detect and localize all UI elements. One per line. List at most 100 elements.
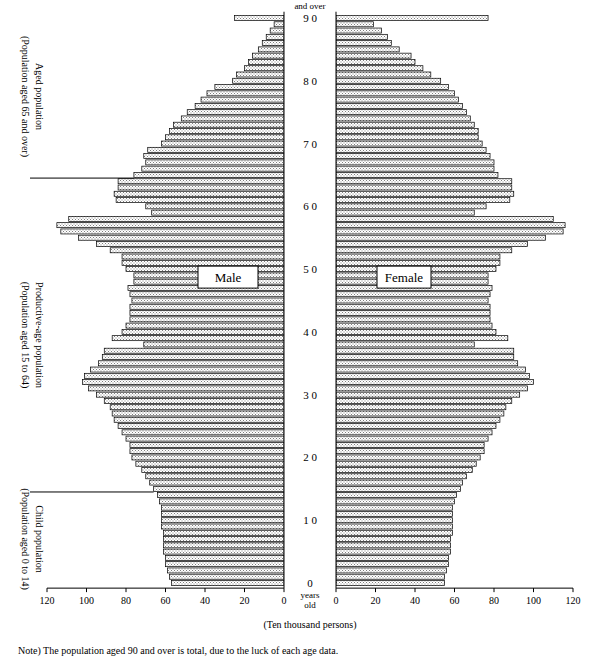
group-divider	[30, 491, 154, 492]
group-sublabel: (Population aged 65 and over)	[19, 36, 31, 157]
bar	[152, 210, 284, 215]
x-tick-label: 40	[200, 595, 210, 606]
bar	[336, 562, 449, 567]
bar	[134, 172, 284, 177]
x-tick-label: 80	[489, 595, 499, 606]
age-tick-label: 6 0	[303, 200, 317, 212]
bar	[148, 147, 284, 152]
bar	[112, 336, 284, 341]
bar	[336, 34, 387, 39]
bar	[169, 574, 284, 579]
bar	[336, 85, 449, 90]
legend-label: Female	[385, 270, 423, 285]
x-tick	[375, 588, 376, 592]
age-tick-label: 7 0	[303, 138, 317, 150]
bar	[274, 22, 284, 27]
bar	[96, 392, 284, 397]
bar	[122, 430, 284, 435]
bar	[336, 122, 474, 127]
x-tick-label: 20	[240, 595, 250, 606]
bar	[118, 185, 284, 190]
x-tick-label: 60	[450, 595, 460, 606]
bar	[336, 499, 455, 504]
zero-axis-line	[336, 12, 337, 588]
bar	[90, 367, 284, 372]
bar	[166, 555, 285, 560]
x-tick-label: 0	[282, 595, 287, 606]
bar	[150, 480, 284, 485]
group-label: Productive-age population	[34, 282, 45, 388]
x-tick	[336, 588, 337, 592]
bar	[258, 47, 284, 52]
group-divider	[30, 178, 134, 179]
bar	[160, 499, 284, 504]
series-name-box	[198, 266, 258, 288]
group-label: Child population	[34, 505, 45, 573]
bar	[336, 41, 391, 46]
bar	[164, 543, 284, 548]
bar	[173, 122, 284, 127]
bar	[122, 329, 284, 334]
bar	[336, 185, 512, 190]
bar	[110, 405, 284, 410]
bar	[158, 493, 284, 498]
x-tick-label: 80	[121, 595, 131, 606]
bar	[336, 103, 462, 108]
bar	[122, 254, 284, 259]
bar	[162, 511, 284, 516]
bar	[336, 116, 470, 121]
bar	[336, 449, 484, 454]
x-tick	[494, 588, 495, 592]
bar	[142, 166, 284, 171]
bar	[336, 354, 514, 359]
bar	[146, 160, 284, 165]
x-tick	[284, 588, 285, 592]
bar	[336, 537, 451, 542]
bar	[248, 59, 284, 64]
bar	[69, 216, 284, 221]
bar	[336, 166, 494, 171]
bar	[132, 298, 284, 303]
bar	[187, 110, 284, 115]
bar	[181, 116, 284, 121]
bar	[336, 97, 458, 102]
bar	[336, 398, 512, 403]
x-tick	[126, 588, 127, 592]
bar	[336, 91, 455, 96]
bar	[336, 392, 520, 397]
series-name-box	[377, 266, 431, 288]
age-tick-label: 1 0	[303, 514, 317, 526]
x-tick-label: 40	[410, 595, 420, 606]
age-tick-label: 2 0	[303, 451, 317, 463]
bar	[102, 354, 284, 359]
bar	[336, 361, 518, 366]
bar	[164, 549, 284, 554]
bar	[130, 449, 284, 454]
bar	[336, 455, 480, 460]
x-tick	[165, 588, 166, 592]
bar	[132, 455, 284, 460]
bar	[336, 191, 514, 196]
x-tick-label: 60	[161, 595, 171, 606]
bar	[336, 405, 506, 410]
bar	[207, 91, 284, 96]
bar	[336, 317, 490, 322]
bar	[336, 467, 472, 472]
bar	[336, 223, 565, 228]
bar	[336, 216, 553, 221]
bar	[336, 530, 453, 535]
bar	[336, 430, 492, 435]
age-tick-label: 8 0	[303, 75, 317, 87]
bar	[336, 254, 500, 259]
bar	[336, 574, 445, 579]
group-extent	[30, 181, 31, 489]
bar	[142, 467, 284, 472]
bar	[336, 47, 399, 52]
bar	[336, 204, 486, 209]
bar	[336, 141, 482, 146]
bar	[162, 524, 284, 529]
bar	[336, 329, 496, 334]
bar	[252, 53, 284, 58]
bar	[169, 128, 284, 133]
bar	[166, 135, 285, 140]
